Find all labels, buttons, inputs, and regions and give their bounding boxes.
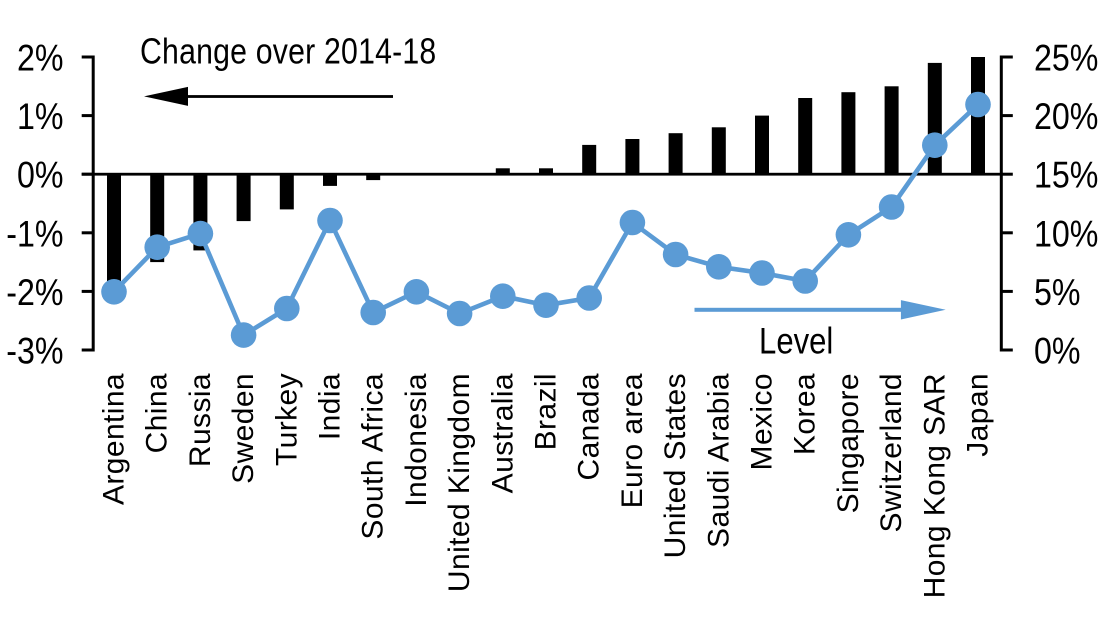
svg-text:Turkey: Turkey [270, 373, 303, 466]
svg-text:-1%: -1% [6, 214, 63, 255]
svg-text:Euro area: Euro area [616, 373, 649, 508]
svg-text:0%: 0% [1034, 331, 1080, 372]
svg-text:15%: 15% [1034, 156, 1098, 197]
svg-text:Canada: Canada [573, 373, 606, 481]
svg-text:1%: 1% [17, 97, 63, 138]
svg-text:Sweden: Sweden [227, 373, 260, 484]
svg-text:-2%: -2% [6, 273, 63, 314]
svg-text:Indonesia: Indonesia [400, 373, 433, 507]
svg-text:Korea: Korea [789, 373, 822, 455]
svg-text:Russia: Russia [184, 373, 217, 467]
svg-text:Hong Kong SAR: Hong Kong SAR [918, 373, 951, 598]
svg-text:2%: 2% [17, 38, 63, 79]
svg-text:Mexico: Mexico [746, 373, 779, 470]
svg-text:China: China [141, 373, 174, 453]
svg-text:Switzerland: Switzerland [875, 373, 908, 532]
svg-text:Australia: Australia [486, 373, 519, 493]
svg-text:10%: 10% [1034, 214, 1098, 255]
svg-text:South Africa: South Africa [357, 373, 390, 540]
svg-text:Argentina: Argentina [98, 373, 131, 505]
svg-text:5%: 5% [1034, 273, 1080, 314]
svg-text:25%: 25% [1034, 38, 1098, 79]
svg-text:Singapore: Singapore [832, 373, 865, 513]
svg-text:-3%: -3% [6, 331, 63, 372]
svg-text:United Kingdom: United Kingdom [443, 373, 476, 592]
svg-text:20%: 20% [1034, 97, 1098, 138]
svg-text:Change over 2014-18: Change over 2014-18 [140, 32, 436, 72]
svg-text:Level: Level [759, 321, 833, 362]
svg-text:Saudi Arabia: Saudi Arabia [702, 373, 735, 548]
svg-text:Brazil: Brazil [530, 373, 563, 450]
svg-text:0%: 0% [17, 156, 63, 197]
svg-text:India: India [314, 373, 347, 440]
svg-text:Japan: Japan [962, 373, 995, 457]
svg-text:United States: United States [659, 373, 692, 558]
